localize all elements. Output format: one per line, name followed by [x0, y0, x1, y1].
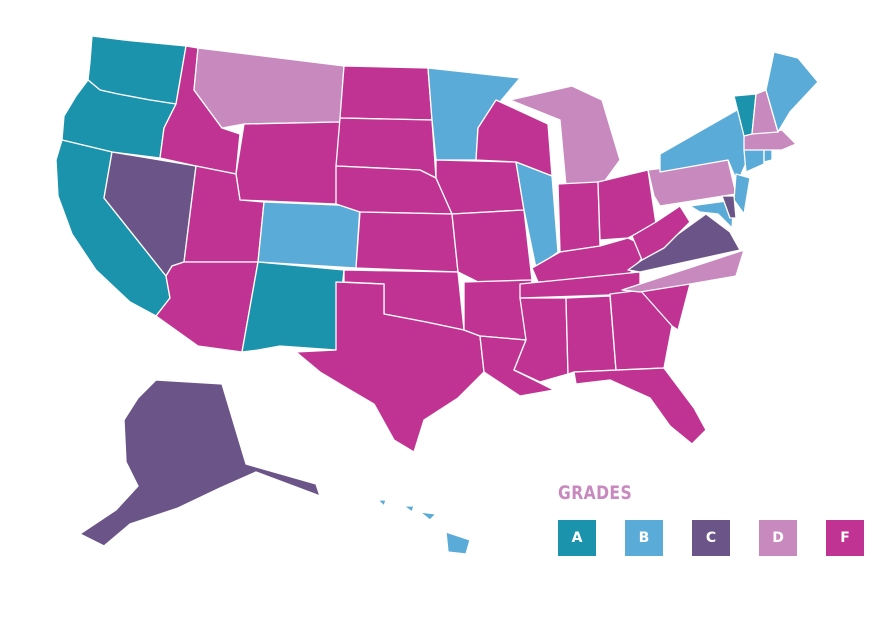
state-mo	[451, 209, 533, 283]
legend-swatch-d: D	[759, 520, 797, 556]
state-mt	[193, 47, 345, 129]
state-hi	[377, 499, 471, 555]
legend-label-d: D	[772, 530, 784, 546]
state-wv	[631, 205, 691, 261]
state-nd	[339, 65, 433, 121]
state-de	[721, 195, 737, 219]
state-mi	[509, 85, 621, 187]
grades-legend: GRADES A B C D F	[558, 482, 868, 562]
legend-label-a: A	[571, 530, 583, 546]
legend-label-b: B	[638, 530, 650, 546]
state-nj	[733, 173, 751, 215]
legend-swatch-f: F	[826, 520, 864, 556]
states-layer	[55, 35, 819, 555]
state-me	[765, 51, 819, 133]
legend-swatch-b: B	[625, 520, 663, 556]
state-fl	[573, 367, 707, 445]
legend-label-c: C	[705, 530, 717, 546]
state-az	[155, 261, 259, 353]
state-ia	[435, 159, 525, 215]
state-in	[557, 181, 601, 253]
state-al	[565, 295, 617, 375]
state-co	[257, 201, 361, 269]
state-va	[627, 213, 741, 273]
state-ks	[355, 211, 459, 273]
legend-label-f: F	[840, 530, 850, 546]
legend-swatch-a: A	[558, 520, 596, 556]
state-nc	[621, 249, 745, 293]
state-wy	[235, 121, 341, 205]
state-nm	[241, 261, 345, 353]
legend-title: GRADES	[558, 482, 633, 504]
legend-swatch-c: C	[692, 520, 730, 556]
state-tx	[295, 281, 485, 453]
state-ak	[79, 379, 321, 547]
